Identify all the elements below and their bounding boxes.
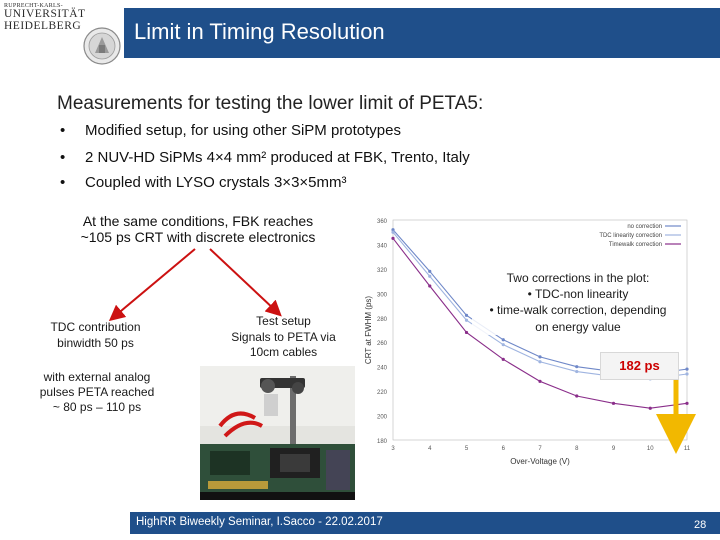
series-point (428, 274, 432, 278)
series-point (464, 330, 469, 335)
setup-note-line-1: Test setup (256, 314, 311, 328)
series-point (501, 357, 505, 361)
bullet-marker: • (60, 149, 66, 166)
series-point (391, 236, 395, 240)
slide-heading: Measurements for testing the lower limit… (57, 93, 484, 114)
series-point (611, 401, 616, 405)
series-point (501, 338, 505, 342)
bullet-marker: • (60, 122, 66, 139)
series-point (538, 355, 542, 359)
legend-label: TDC linearity correction (599, 233, 662, 239)
bullet-item: • 2 NUV-HD SiPMs 4×4 mm² produced at FBK,… (60, 149, 470, 166)
title-bar (124, 8, 720, 58)
x-tick-label: 6 (502, 446, 506, 452)
setup-note: Test setup Signals to PETA via 10cm cabl… (216, 314, 351, 361)
plot-frame (392, 219, 688, 441)
series-point (428, 269, 432, 273)
crt-value-badge: 182 ps (600, 352, 679, 380)
series-point (501, 343, 505, 347)
arrow-to-setup-note (209, 248, 282, 317)
footer-bar (130, 512, 720, 534)
corrections-note-line-2: • TDC-non linearity (527, 287, 629, 302)
x-tick-label: 9 (612, 446, 616, 452)
logo-line-1: RUPRECHT-KARLS- (4, 3, 63, 9)
slide-title: Limit in Timing Resolution (134, 19, 385, 44)
series-point (575, 369, 579, 374)
series-point (575, 394, 579, 398)
corrections-note-line-3: • time-walk correction, depending (489, 303, 667, 318)
tdc-note-line-1: TDC contribution (50, 320, 141, 334)
series-point (685, 401, 689, 405)
logo-line-2: UNIVERSITÄT (4, 8, 86, 20)
y-tick-label: 260 (377, 341, 388, 347)
y-tick-label: 240 (377, 366, 388, 372)
bullet-marker: • (60, 174, 66, 191)
page-number: 28 (694, 519, 707, 531)
legend-label: no correction (627, 224, 662, 230)
bullet-text: Coupled with LYSO crystals 3×3×5mm³ (85, 174, 347, 191)
bullet-item: • Modified setup, for using other SiPM pr… (60, 122, 401, 139)
fbk-note-line-1: At the same conditions, FBK reaches (82, 213, 314, 229)
fbk-note-line-2: ~105 ps CRT with discrete electronics (80, 229, 316, 246)
university-seal-icon (83, 27, 121, 65)
tdc-note-line-2: binwidth 50 ps (57, 335, 134, 350)
y-tick-label: 280 (377, 317, 388, 323)
series-point (575, 365, 579, 369)
bullet-text: 2 NUV-HD SiPMs 4×4 mm² produced at FBK, … (85, 149, 470, 166)
corrections-note: Two corrections in the plot: • TDC-non l… (472, 270, 684, 335)
bullet-text: Modified setup, for using other SiPM pro… (85, 122, 401, 139)
test-setup-photo (200, 366, 355, 500)
x-tick-label: 5 (465, 446, 469, 452)
x-tick-label: 3 (391, 446, 395, 452)
analog-note: with external analog pulses PETA reached… (22, 370, 172, 415)
x-axis-label: Over-Voltage (V) (510, 457, 570, 466)
x-tick-label: 10 (647, 446, 654, 452)
corrections-note-line-1: Two corrections in the plot: (506, 271, 650, 285)
footer-text: HighRR Biweekly Seminar, I.Sacco - 22.02… (136, 516, 383, 528)
fbk-note: At the same conditions, FBK reaches ~105… (42, 213, 354, 245)
x-tick-label: 7 (538, 446, 542, 452)
series-point (428, 284, 432, 288)
arrow-to-tdc-note (108, 248, 196, 322)
y-tick-label: 340 (377, 243, 388, 249)
logo-line-3: HEIDELBERG (4, 19, 82, 32)
y-tick-label: 200 (377, 415, 388, 421)
series-point (685, 372, 689, 376)
x-tick-label: 8 (575, 446, 579, 452)
series-point (648, 406, 652, 410)
analog-note-line-3: ~ 80 ps – 110 ps (52, 400, 142, 414)
series-point (391, 230, 395, 234)
x-tick-label: 4 (428, 446, 432, 452)
y-tick-label: 220 (377, 390, 388, 396)
setup-note-line-2: Signals to PETA via (231, 329, 336, 344)
y-axis-label: CRT at FWHM (ps) (364, 296, 373, 364)
bullet-item: • Coupled with LYSO crystals 3×3×5mm³ (60, 174, 347, 191)
university-logo-text: RUPRECHT-KARLS- UNIVERSITÄT HEIDELBERG (4, 3, 86, 32)
y-tick-label: 360 (377, 219, 388, 225)
setup-note-line-3: 10cm cables (249, 345, 318, 360)
series-point (538, 360, 542, 364)
legend-label: Timewalk correction (609, 242, 662, 248)
y-tick-label: 320 (377, 268, 388, 274)
analog-note-line-1: with external analog (43, 370, 151, 384)
y-tick-label: 180 (377, 439, 388, 445)
analog-note-line-2: pulses PETA reached (39, 385, 155, 399)
y-tick-label: 300 (377, 292, 388, 298)
series-point (538, 379, 542, 383)
series-point (685, 367, 689, 371)
tdc-note: TDC contribution binwidth 50 ps (28, 320, 163, 351)
corrections-note-line-4: on energy value (535, 319, 621, 334)
series-point (464, 313, 469, 317)
series-point (391, 228, 395, 232)
series-point (464, 318, 469, 322)
